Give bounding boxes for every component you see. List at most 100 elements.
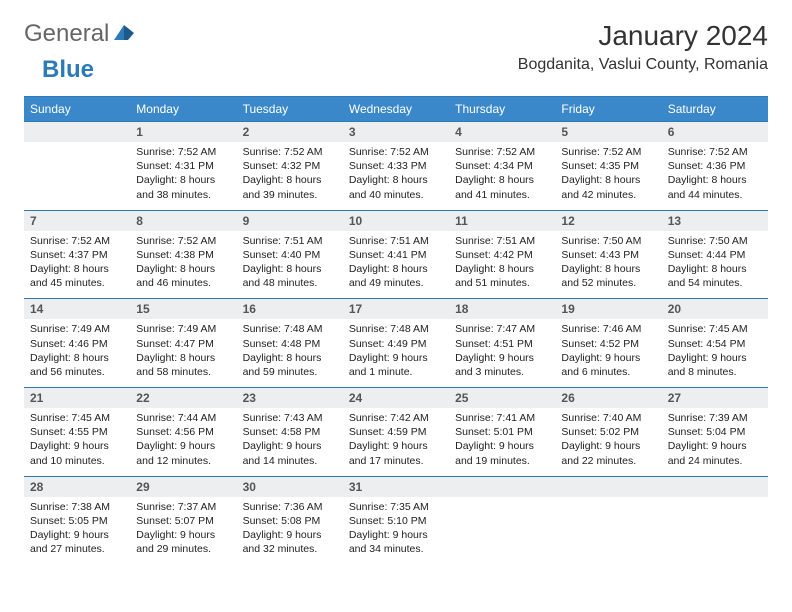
- calendar-body: 1Sunrise: 7:52 AMSunset: 4:31 PMDaylight…: [24, 122, 768, 565]
- day-number: 25: [449, 388, 555, 408]
- calendar-day-cell: [24, 122, 130, 211]
- calendar-day-cell: 18 Sunrise: 7:47 AMSunset: 4:51 PMDayligh…: [449, 299, 555, 388]
- calendar-day-cell: 22 Sunrise: 7:44 AMSunset: 4:56 PMDayligh…: [130, 388, 236, 477]
- day-number: 10: [343, 211, 449, 231]
- day-info: Sunrise: 7:43 AMSunset: 4:58 PMDaylight:…: [243, 411, 337, 468]
- day-number-empty: [555, 477, 661, 497]
- day-info: Sunrise: 7:38 AMSunset: 5:05 PMDaylight:…: [30, 500, 124, 557]
- day-number: 6: [662, 122, 768, 142]
- calendar-week-row: 7 Sunrise: 7:52 AMSunset: 4:37 PMDaylight…: [24, 210, 768, 299]
- weekday-header: Sunday: [24, 97, 130, 122]
- day-number: 23: [237, 388, 343, 408]
- weekday-header: Monday: [130, 97, 236, 122]
- calendar-day-cell: [662, 476, 768, 564]
- day-info: Sunrise: 7:49 AMSunset: 4:46 PMDaylight:…: [30, 322, 124, 379]
- day-info: Sunrise: 7:52 AMSunset: 4:34 PMDaylight:…: [455, 145, 549, 202]
- calendar-day-cell: 26Sunrise: 7:40 AMSunset: 5:02 PMDayligh…: [555, 388, 661, 477]
- day-number: 18: [449, 299, 555, 319]
- calendar-day-cell: 15 Sunrise: 7:49 AMSunset: 4:47 PMDayligh…: [130, 299, 236, 388]
- logo-mark-icon: [113, 20, 135, 48]
- day-info: Sunrise: 7:52 AMSunset: 4:32 PMDaylight:…: [243, 145, 337, 202]
- day-number: 12: [555, 211, 661, 231]
- calendar-day-cell: 12 Sunrise: 7:50 AMSunset: 4:43 PMDayligh…: [555, 210, 661, 299]
- day-info: Sunrise: 7:51 AMSunset: 4:41 PMDaylight:…: [349, 234, 443, 291]
- day-number: 27: [662, 388, 768, 408]
- calendar-day-cell: [449, 476, 555, 564]
- calendar-day-cell: 27 Sunrise: 7:39 AMSunset: 5:04 PMDayligh…: [662, 388, 768, 477]
- day-number: 9: [237, 211, 343, 231]
- calendar-day-cell: [555, 476, 661, 564]
- day-info: Sunrise: 7:50 AMSunset: 4:43 PMDaylight:…: [561, 234, 655, 291]
- day-number: 1: [130, 122, 236, 142]
- day-number-empty: [449, 477, 555, 497]
- day-info: Sunrise: 7:51 AMSunset: 4:42 PMDaylight:…: [455, 234, 549, 291]
- calendar-week-row: 28 Sunrise: 7:38 AMSunset: 5:05 PMDayligh…: [24, 476, 768, 564]
- day-info: Sunrise: 7:41 AMSunset: 5:01 PMDaylight:…: [455, 411, 549, 468]
- page-title: January 2024: [518, 20, 768, 52]
- day-info: Sunrise: 7:49 AMSunset: 4:47 PMDaylight:…: [136, 322, 230, 379]
- day-number: 2: [237, 122, 343, 142]
- day-number: 20: [662, 299, 768, 319]
- weekday-header: Tuesday: [237, 97, 343, 122]
- day-info: Sunrise: 7:42 AMSunset: 4:59 PMDaylight:…: [349, 411, 443, 468]
- day-number: 11: [449, 211, 555, 231]
- location-subtitle: Bogdanita, Vaslui County, Romania: [518, 56, 768, 74]
- day-info: Sunrise: 7:37 AMSunset: 5:07 PMDaylight:…: [136, 500, 230, 557]
- calendar-day-cell: 6 Sunrise: 7:52 AMSunset: 4:36 PMDaylight…: [662, 122, 768, 211]
- calendar-day-cell: 30Sunrise: 7:36 AMSunset: 5:08 PMDayligh…: [237, 476, 343, 564]
- day-number-empty: [662, 477, 768, 497]
- day-info: Sunrise: 7:35 AMSunset: 5:10 PMDaylight:…: [349, 500, 443, 557]
- day-number: 28: [24, 477, 130, 497]
- calendar-day-cell: 7 Sunrise: 7:52 AMSunset: 4:37 PMDaylight…: [24, 210, 130, 299]
- calendar-table: SundayMondayTuesdayWednesdayThursdayFrid…: [24, 96, 768, 564]
- day-number: 30: [237, 477, 343, 497]
- day-info: Sunrise: 7:50 AMSunset: 4:44 PMDaylight:…: [668, 234, 762, 291]
- logo-text-general: General: [24, 20, 109, 48]
- calendar-day-cell: 19 Sunrise: 7:46 AMSunset: 4:52 PMDayligh…: [555, 299, 661, 388]
- calendar-day-cell: 25 Sunrise: 7:41 AMSunset: 5:01 PMDayligh…: [449, 388, 555, 477]
- day-number: 8: [130, 211, 236, 231]
- day-number: 21: [24, 388, 130, 408]
- calendar-day-cell: 1Sunrise: 7:52 AMSunset: 4:31 PMDaylight…: [130, 122, 236, 211]
- weekday-header-row: SundayMondayTuesdayWednesdayThursdayFrid…: [24, 97, 768, 122]
- day-number: 19: [555, 299, 661, 319]
- calendar-day-cell: 21 Sunrise: 7:45 AMSunset: 4:55 PMDayligh…: [24, 388, 130, 477]
- logo-text-blue: Blue: [42, 56, 94, 83]
- calendar-day-cell: 16Sunrise: 7:48 AMSunset: 4:48 PMDayligh…: [237, 299, 343, 388]
- day-info: Sunrise: 7:39 AMSunset: 5:04 PMDaylight:…: [668, 411, 762, 468]
- calendar-day-cell: 31Sunrise: 7:35 AMSunset: 5:10 PMDayligh…: [343, 476, 449, 564]
- calendar-week-row: 21 Sunrise: 7:45 AMSunset: 4:55 PMDayligh…: [24, 388, 768, 477]
- day-info: Sunrise: 7:46 AMSunset: 4:52 PMDaylight:…: [561, 322, 655, 379]
- day-number: 22: [130, 388, 236, 408]
- calendar-day-cell: 23 Sunrise: 7:43 AMSunset: 4:58 PMDayligh…: [237, 388, 343, 477]
- day-info: Sunrise: 7:52 AMSunset: 4:36 PMDaylight:…: [668, 145, 762, 202]
- day-number: 24: [343, 388, 449, 408]
- day-info: Sunrise: 7:52 AMSunset: 4:38 PMDaylight:…: [136, 234, 230, 291]
- calendar-week-row: 14Sunrise: 7:49 AMSunset: 4:46 PMDayligh…: [24, 299, 768, 388]
- title-block: January 2024 Bogdanita, Vaslui County, R…: [518, 20, 768, 74]
- calendar-day-cell: 4 Sunrise: 7:52 AMSunset: 4:34 PMDaylight…: [449, 122, 555, 211]
- calendar-week-row: 1Sunrise: 7:52 AMSunset: 4:31 PMDaylight…: [24, 122, 768, 211]
- calendar-day-cell: 9 Sunrise: 7:51 AMSunset: 4:40 PMDaylight…: [237, 210, 343, 299]
- day-number: 15: [130, 299, 236, 319]
- day-info: Sunrise: 7:45 AMSunset: 4:55 PMDaylight:…: [30, 411, 124, 468]
- day-info: Sunrise: 7:48 AMSunset: 4:48 PMDaylight:…: [243, 322, 337, 379]
- day-info: Sunrise: 7:45 AMSunset: 4:54 PMDaylight:…: [668, 322, 762, 379]
- day-info: Sunrise: 7:44 AMSunset: 4:56 PMDaylight:…: [136, 411, 230, 468]
- day-number: 4: [449, 122, 555, 142]
- day-info: Sunrise: 7:51 AMSunset: 4:40 PMDaylight:…: [243, 234, 337, 291]
- calendar-day-cell: 2 Sunrise: 7:52 AMSunset: 4:32 PMDaylight…: [237, 122, 343, 211]
- day-number: 26: [555, 388, 661, 408]
- day-number: 7: [24, 211, 130, 231]
- day-info: Sunrise: 7:48 AMSunset: 4:49 PMDaylight:…: [349, 322, 443, 379]
- calendar-day-cell: 14Sunrise: 7:49 AMSunset: 4:46 PMDayligh…: [24, 299, 130, 388]
- day-number: 5: [555, 122, 661, 142]
- calendar-day-cell: 28 Sunrise: 7:38 AMSunset: 5:05 PMDayligh…: [24, 476, 130, 564]
- day-info: Sunrise: 7:52 AMSunset: 4:37 PMDaylight:…: [30, 234, 124, 291]
- calendar-day-cell: 8 Sunrise: 7:52 AMSunset: 4:38 PMDaylight…: [130, 210, 236, 299]
- weekday-header: Saturday: [662, 97, 768, 122]
- logo: General: [24, 20, 135, 48]
- day-number-empty: [24, 122, 130, 142]
- calendar-day-cell: 13Sunrise: 7:50 AMSunset: 4:44 PMDayligh…: [662, 210, 768, 299]
- day-info: Sunrise: 7:47 AMSunset: 4:51 PMDaylight:…: [455, 322, 549, 379]
